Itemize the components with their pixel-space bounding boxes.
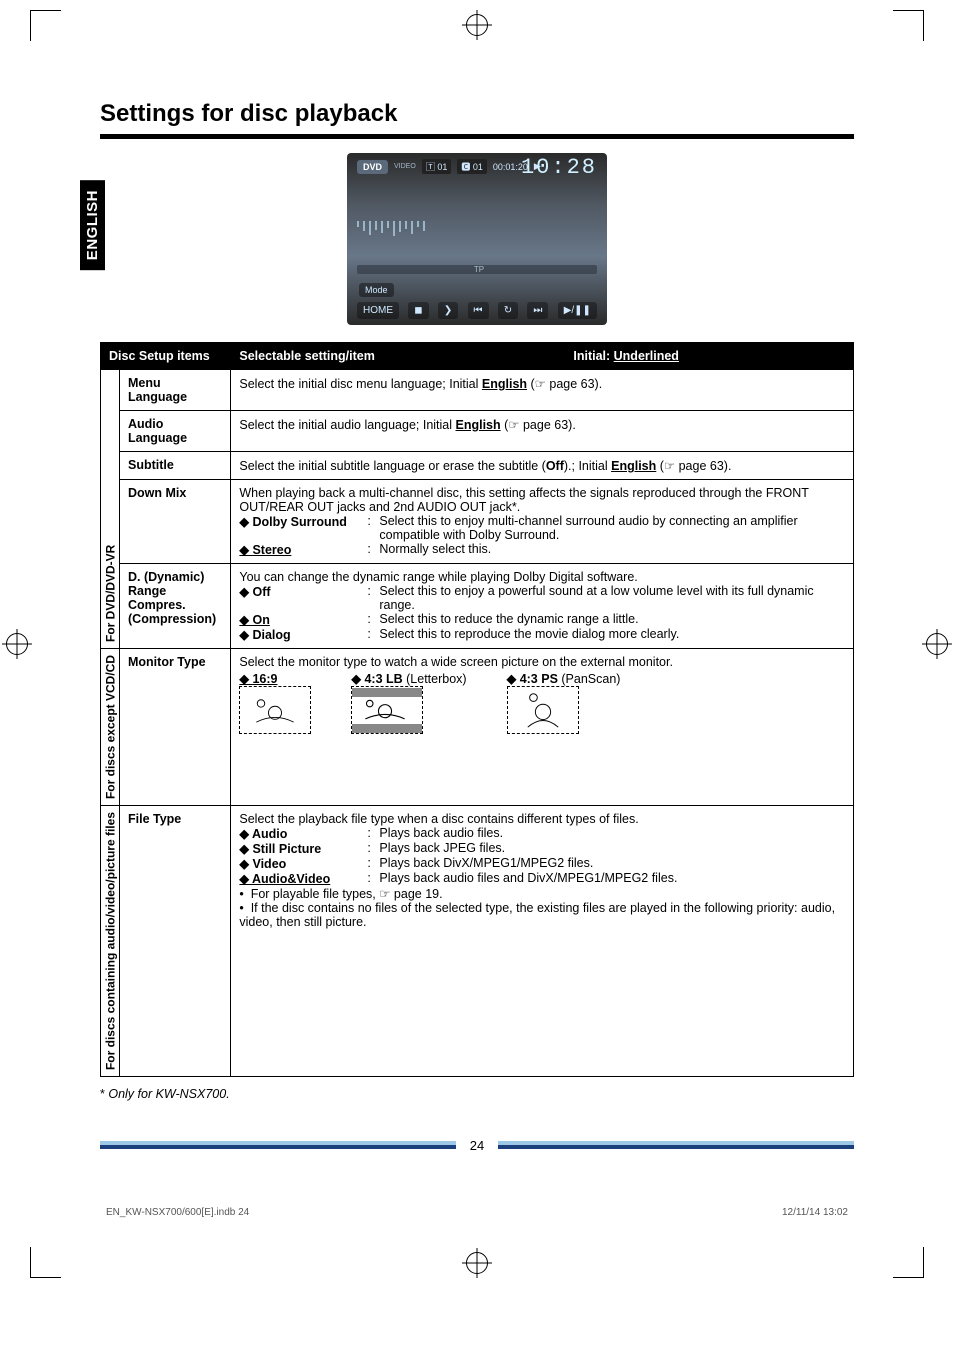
stop-icon[interactable]: ◼ [408, 302, 428, 319]
next-icon[interactable]: ❯ [438, 302, 458, 319]
track-indicator: 🅃 01 [422, 159, 452, 174]
chapter-indicator: 🅲 01 [457, 159, 487, 174]
video-label: VIDEO [394, 163, 416, 170]
mode-button[interactable]: Mode [359, 283, 394, 297]
running-foot-right: 12/11/14 13:02 [782, 1207, 848, 1218]
home-button[interactable]: HOME [357, 302, 399, 319]
row-downmix-value: When playing back a multi-channel disc, … [231, 480, 854, 564]
footnote: * Only for KW-NSX700. [100, 1087, 854, 1101]
device-screenshot: DVD VIDEO 🅃 01 🅲 01 00:01:20 ▶ 10:28 TP … [347, 153, 607, 325]
row-monitor-name: Monitor Type [120, 649, 231, 806]
row-audio-language-name: Audio Language [120, 411, 231, 452]
group-dvd: For DVD/DVD-VR [101, 370, 120, 649]
col-header-setting: Selectable setting/item [231, 343, 565, 370]
col-header-items: Disc Setup items [101, 343, 231, 370]
row-filetype-name: File Type [120, 806, 231, 1077]
title-rule [100, 134, 854, 139]
group-vcd: For discs except VCD/CD [101, 649, 120, 806]
row-menu-language-name: Menu Language [120, 370, 231, 411]
repeat-icon[interactable]: ↻ [498, 302, 518, 319]
dvd-badge: DVD [357, 160, 388, 174]
row-downmix-name: Down Mix [120, 480, 231, 564]
clock-display: 10:28 [521, 155, 597, 180]
row-drc-name: D. (Dynamic) Range Compres. (Compression… [120, 564, 231, 649]
prev-track-icon[interactable]: ⏮ [468, 302, 489, 319]
row-filetype-value: Select the playback file type when a dis… [231, 806, 854, 1077]
tp-bar: TP [357, 265, 597, 274]
row-menu-language-value: Select the initial disc menu language; I… [231, 370, 854, 411]
next-track-icon[interactable]: ⏭ [527, 302, 548, 319]
col-header-initial: Initial: Underlined [565, 343, 853, 370]
running-foot-left: EN_KW-NSX700/600[E].indb 24 [106, 1207, 249, 1218]
page-number: 24 [456, 1138, 498, 1153]
aspect-4-3-lb-icon [351, 686, 423, 734]
row-monitor-value: Select the monitor type to watch a wide … [231, 649, 854, 806]
eq-bars [357, 221, 426, 236]
group-audio-video: For discs containing audio/video/picture… [101, 806, 120, 1077]
aspect-4-3-ps-icon [507, 686, 579, 734]
row-drc-value: You can change the dynamic range while p… [231, 564, 854, 649]
language-tab: ENGLISH [80, 180, 105, 270]
page-title: Settings for disc playback [100, 100, 854, 128]
play-pause-icon[interactable]: ▶/❚❚ [558, 302, 597, 319]
disc-setup-table: Disc Setup items Selectable setting/item… [100, 342, 854, 1077]
row-audio-language-value: Select the initial audio language; Initi… [231, 411, 854, 452]
row-subtitle-value: Select the initial subtitle language or … [231, 452, 854, 480]
row-subtitle-name: Subtitle [120, 452, 231, 480]
aspect-16-9-icon [239, 686, 311, 734]
